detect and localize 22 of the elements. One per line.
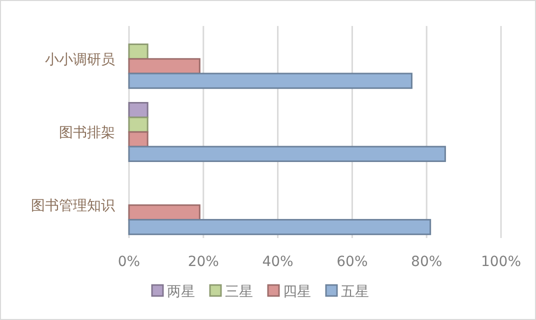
legend-label: 两星: [167, 284, 195, 300]
x-tick-label: 20%: [188, 254, 219, 270]
y-tick-label: 图书管理知识: [31, 198, 115, 214]
x-tick-label: 0%: [118, 254, 140, 270]
bar: [128, 102, 148, 118]
legend-label: 四星: [283, 284, 311, 300]
bar: [128, 218, 432, 236]
bar: [128, 44, 148, 60]
bar: [128, 131, 148, 148]
legend-label: 五星: [341, 284, 369, 300]
bar: [128, 146, 446, 162]
bar: [128, 58, 200, 74]
x-tick-label: 80%: [411, 254, 442, 270]
y-tick-label: 图书排架: [59, 124, 115, 141]
y-tick-label: 小小调研员: [45, 52, 115, 68]
bar: [128, 204, 200, 220]
legend-label: 三星: [225, 284, 253, 300]
x-tick-label: 40%: [262, 254, 294, 270]
x-tick-label: 100%: [480, 254, 522, 270]
bar: [128, 116, 148, 133]
x-tick-label: 60%: [336, 254, 368, 270]
bar: [128, 72, 412, 89]
